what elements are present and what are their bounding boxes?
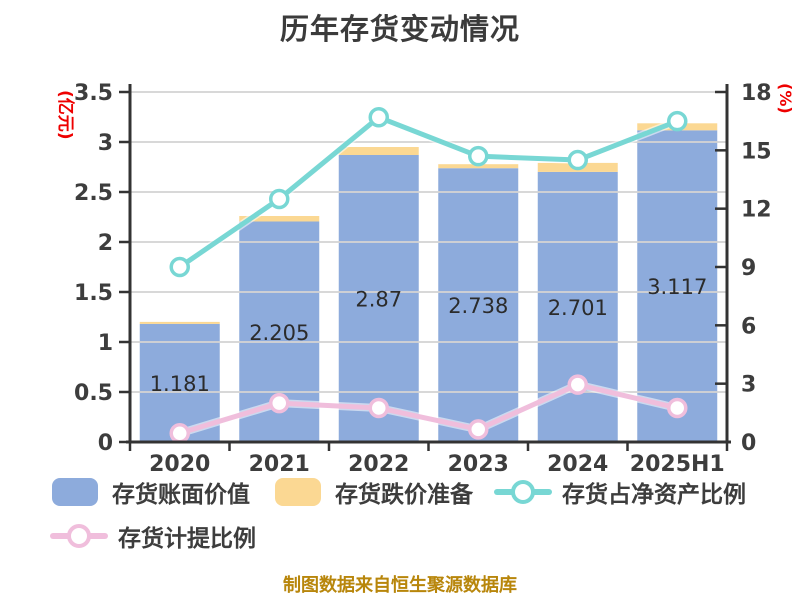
bar-book-value-2022 bbox=[338, 155, 419, 442]
right-axis-unit-label: (%) bbox=[776, 83, 795, 114]
right-tick-label-15: 15 bbox=[741, 139, 772, 164]
right-tick-label-18: 18 bbox=[741, 81, 772, 106]
x-label-2020: 2020 bbox=[149, 452, 210, 477]
marker-provision-ratio-2025H1 bbox=[667, 397, 688, 419]
marker-net-asset-ratio-2020 bbox=[169, 256, 190, 278]
legend-item-provision[interactable]: 存货跌价准备 bbox=[275, 475, 473, 509]
marker-provision-ratio-2021 bbox=[269, 392, 290, 414]
circle-marker-icon bbox=[67, 524, 91, 548]
line-provision-ratio bbox=[177, 382, 680, 436]
data-source-footer: 制图数据来自恒生聚源数据库 bbox=[283, 575, 517, 596]
legend-item-provision-ratio[interactable]: 存货计提比例 bbox=[50, 519, 256, 553]
bar-value-label-2023: 2.738 bbox=[448, 294, 508, 318]
line-net-asset-ratio bbox=[177, 114, 680, 270]
marker-provision-ratio-2022 bbox=[368, 397, 389, 419]
legend-marker-net-asset-ratio bbox=[494, 478, 552, 506]
bar-value-label-2021: 2.205 bbox=[249, 321, 309, 345]
marker-net-asset-ratio-2021 bbox=[269, 188, 290, 210]
left-tick-label-3.5: 3.5 bbox=[74, 81, 113, 106]
bar-value-label-2024: 2.701 bbox=[548, 296, 608, 320]
x-label-2021: 2021 bbox=[249, 452, 310, 477]
x-label-2025H1: 2025H1 bbox=[630, 452, 725, 477]
marker-net-asset-ratio-2023 bbox=[468, 145, 489, 167]
right-tick-label-12: 12 bbox=[741, 198, 772, 223]
left-tick-label-1.5: 1.5 bbox=[74, 281, 113, 306]
left-tick-label-0.5: 0.5 bbox=[74, 381, 113, 406]
x-label-2023: 2023 bbox=[448, 452, 509, 477]
legend-marker-provision-ratio bbox=[50, 522, 108, 550]
right-tick-label-6: 6 bbox=[741, 314, 756, 339]
bar-value-label-2020: 1.181 bbox=[150, 372, 210, 396]
bar-book-value-2023 bbox=[438, 168, 519, 442]
right-tick-label-3: 3 bbox=[741, 373, 756, 398]
left-tick-label-0: 0 bbox=[98, 431, 113, 456]
marker-net-asset-ratio-2025H1 bbox=[667, 110, 688, 132]
left-axis-unit-label: (亿元) bbox=[55, 90, 76, 140]
circle-marker-icon bbox=[511, 480, 535, 504]
bar-provision-2022 bbox=[338, 147, 419, 155]
bar-provision-2021 bbox=[239, 216, 320, 222]
legend-label-provision: 存货跌价准备 bbox=[335, 482, 473, 508]
legend-label-net-asset-ratio: 存货占净资产比例 bbox=[562, 482, 746, 508]
bar-provision-2020 bbox=[139, 321, 220, 324]
legend-label-book-value: 存货账面价值 bbox=[112, 482, 250, 508]
left-tick-label-2.5: 2.5 bbox=[74, 181, 113, 206]
marker-net-asset-ratio-2024 bbox=[567, 149, 588, 171]
marker-provision-ratio-2024 bbox=[567, 374, 588, 395]
page-title: 历年存货变动情况 bbox=[279, 12, 520, 46]
x-label-2022: 2022 bbox=[348, 452, 409, 477]
legend-swatch-book-value bbox=[52, 478, 98, 506]
bar-value-label-2022: 2.87 bbox=[355, 288, 402, 312]
bar-value-label-2025H1: 3.117 bbox=[647, 275, 707, 299]
x-label-2024: 2024 bbox=[547, 452, 608, 477]
bar-book-value-2025H1 bbox=[637, 130, 718, 443]
right-tick-label-9: 9 bbox=[741, 256, 756, 281]
marker-provision-ratio-2020 bbox=[169, 423, 190, 444]
left-tick-label-1: 1 bbox=[98, 331, 113, 356]
left-tick-label-2: 2 bbox=[98, 231, 113, 256]
left-tick-label-3: 3 bbox=[98, 131, 113, 156]
legend-item-book-value[interactable]: 存货账面价值 bbox=[52, 475, 250, 509]
right-tick-label-0: 0 bbox=[741, 431, 756, 456]
legend-label-provision-ratio: 存货计提比例 bbox=[118, 526, 256, 552]
legend-swatch-provision bbox=[275, 478, 321, 506]
marker-provision-ratio-2023 bbox=[468, 419, 489, 440]
legend-item-net-asset-ratio[interactable]: 存货占净资产比例 bbox=[494, 475, 746, 509]
marker-net-asset-ratio-2022 bbox=[368, 107, 389, 128]
